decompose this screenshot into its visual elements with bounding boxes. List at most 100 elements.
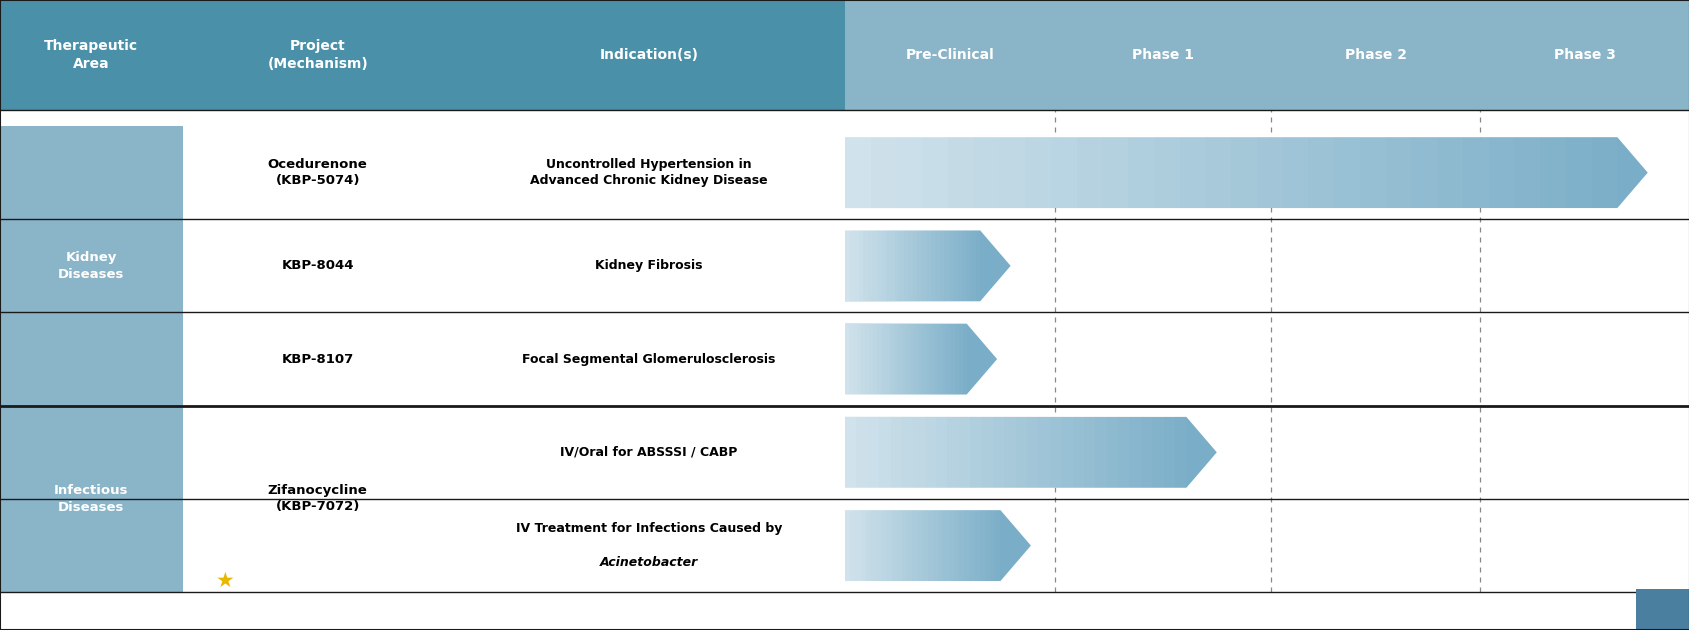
Text: Kidney Fibrosis: Kidney Fibrosis <box>595 260 703 272</box>
Text: Phase 1: Phase 1 <box>1132 48 1192 62</box>
Text: Zifanocycline
(KBP-7072): Zifanocycline (KBP-7072) <box>267 484 368 513</box>
Polygon shape <box>856 417 866 488</box>
Polygon shape <box>948 137 973 208</box>
Text: ★: ★ <box>215 571 235 591</box>
Text: Infectious
Diseases: Infectious Diseases <box>54 484 128 514</box>
Polygon shape <box>942 510 948 581</box>
Polygon shape <box>866 231 872 301</box>
Text: Ocedurenone
(KBP-5074): Ocedurenone (KBP-5074) <box>267 158 368 187</box>
Text: IV/Oral for ABSSSI / CABP: IV/Oral for ABSSSI / CABP <box>561 446 736 459</box>
Polygon shape <box>912 510 917 581</box>
Polygon shape <box>912 417 924 488</box>
Polygon shape <box>1140 417 1152 488</box>
Polygon shape <box>844 417 856 488</box>
Polygon shape <box>975 510 980 581</box>
Polygon shape <box>948 417 958 488</box>
Polygon shape <box>844 231 1010 301</box>
Polygon shape <box>1076 137 1101 208</box>
Polygon shape <box>844 231 850 301</box>
Polygon shape <box>890 417 902 488</box>
Polygon shape <box>895 137 922 208</box>
Polygon shape <box>936 417 948 488</box>
Polygon shape <box>850 231 853 301</box>
Polygon shape <box>1152 417 1164 488</box>
Polygon shape <box>855 510 860 581</box>
Polygon shape <box>1049 417 1061 488</box>
Polygon shape <box>953 510 958 581</box>
Polygon shape <box>969 417 981 488</box>
Bar <box>844 0 1689 110</box>
Polygon shape <box>922 510 927 581</box>
Polygon shape <box>1282 137 1307 208</box>
Text: Therapeutic
Area: Therapeutic Area <box>44 40 138 71</box>
Text: Uncontrolled Hypertension in
Advanced Chronic Kidney Disease: Uncontrolled Hypertension in Advanced Ch… <box>530 158 767 187</box>
Polygon shape <box>914 324 917 394</box>
Polygon shape <box>931 231 934 301</box>
Polygon shape <box>870 510 875 581</box>
Polygon shape <box>969 510 975 581</box>
Polygon shape <box>909 324 914 394</box>
Polygon shape <box>1094 417 1106 488</box>
Polygon shape <box>1513 137 1539 208</box>
Polygon shape <box>858 231 863 301</box>
Polygon shape <box>844 137 870 208</box>
Polygon shape <box>1230 137 1257 208</box>
Polygon shape <box>1436 137 1463 208</box>
Polygon shape <box>865 510 870 581</box>
Polygon shape <box>1154 137 1179 208</box>
Polygon shape <box>1073 417 1083 488</box>
Text: Project
(Mechanism): Project (Mechanism) <box>267 40 368 71</box>
Polygon shape <box>885 324 888 394</box>
Polygon shape <box>856 324 861 394</box>
Polygon shape <box>848 324 853 394</box>
Polygon shape <box>890 231 893 301</box>
Polygon shape <box>985 510 990 581</box>
Polygon shape <box>926 324 929 394</box>
Polygon shape <box>907 510 912 581</box>
Polygon shape <box>922 324 926 394</box>
Polygon shape <box>888 324 893 394</box>
Polygon shape <box>1128 137 1154 208</box>
Polygon shape <box>934 231 939 301</box>
Text: Phase 3: Phase 3 <box>1554 48 1615 62</box>
Polygon shape <box>949 324 954 394</box>
Polygon shape <box>929 324 934 394</box>
Polygon shape <box>872 231 877 301</box>
Polygon shape <box>924 417 936 488</box>
Polygon shape <box>927 510 932 581</box>
Polygon shape <box>926 231 931 301</box>
Polygon shape <box>1025 137 1051 208</box>
Polygon shape <box>932 510 937 581</box>
Polygon shape <box>882 324 885 394</box>
Polygon shape <box>844 510 850 581</box>
Polygon shape <box>964 510 969 581</box>
Polygon shape <box>844 137 1647 208</box>
Polygon shape <box>934 324 937 394</box>
Polygon shape <box>887 510 892 581</box>
Polygon shape <box>948 231 953 301</box>
Polygon shape <box>905 324 909 394</box>
Text: Phase 2: Phase 2 <box>1344 48 1405 62</box>
Polygon shape <box>853 324 856 394</box>
Text: Focal Segmental Glomerulosclerosis: Focal Segmental Glomerulosclerosis <box>522 353 775 365</box>
Polygon shape <box>902 417 912 488</box>
Polygon shape <box>885 231 890 301</box>
Polygon shape <box>958 417 969 488</box>
Polygon shape <box>1061 417 1073 488</box>
Polygon shape <box>1385 137 1410 208</box>
Polygon shape <box>1051 137 1076 208</box>
Polygon shape <box>877 324 882 394</box>
Polygon shape <box>902 510 907 581</box>
Polygon shape <box>917 324 922 394</box>
Polygon shape <box>958 510 964 581</box>
Polygon shape <box>878 417 890 488</box>
Polygon shape <box>1307 137 1333 208</box>
Bar <box>0 110 1689 592</box>
Polygon shape <box>981 417 993 488</box>
Polygon shape <box>875 510 880 581</box>
Polygon shape <box>993 417 1003 488</box>
Polygon shape <box>1463 137 1488 208</box>
Text: KBP-8107: KBP-8107 <box>282 353 353 365</box>
Polygon shape <box>980 510 985 581</box>
Polygon shape <box>917 231 921 301</box>
